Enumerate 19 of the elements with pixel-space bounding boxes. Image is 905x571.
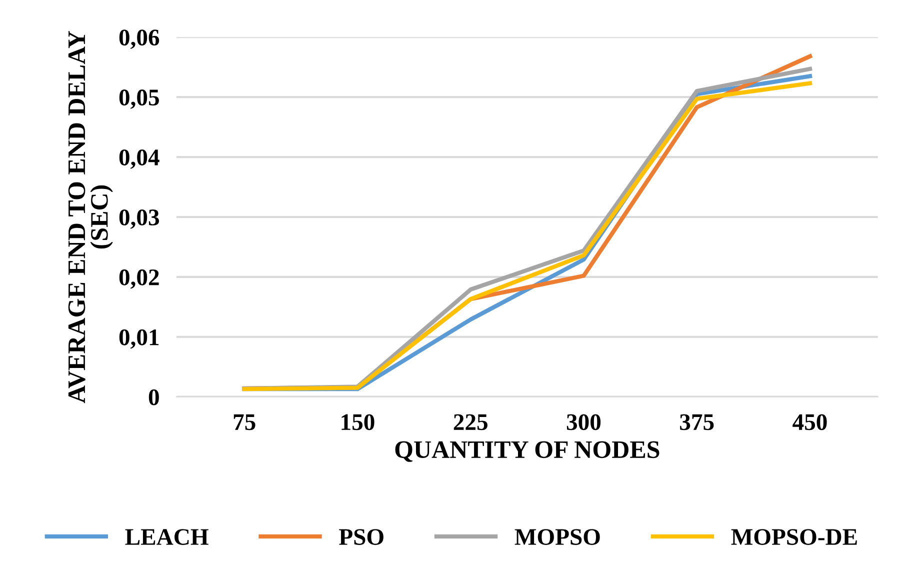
x-tick-label: 75 <box>234 414 256 430</box>
x-tick-label: 150 <box>342 414 374 430</box>
legend-label: MOPSO-DE <box>731 529 857 545</box>
y-tick-label: 0,05 <box>119 90 159 109</box>
legend-label: MOPSO <box>514 529 600 545</box>
y-tick-label: 0,03 <box>119 209 159 229</box>
y-tick-label: 0,04 <box>119 150 160 169</box>
y-axis-title: AVERAGE END TO END DELAY (SEC) <box>68 31 113 404</box>
y-tick-label: 0 <box>148 389 159 406</box>
x-tick-label: 450 <box>792 414 827 430</box>
y-tick-label: 0,02 <box>119 269 159 289</box>
x-axis-title: QUANTITY OF NODES <box>395 441 660 462</box>
x-tick-label: 375 <box>680 414 714 430</box>
legend-label: LEACH <box>125 529 208 545</box>
y-tick-label: 0,01 <box>119 329 159 349</box>
x-tick-label: 300 <box>566 414 601 430</box>
y-tick-label: 0,06 <box>119 30 160 49</box>
x-tick-label: 225 <box>454 414 488 430</box>
legend-label: PSO <box>339 529 384 545</box>
